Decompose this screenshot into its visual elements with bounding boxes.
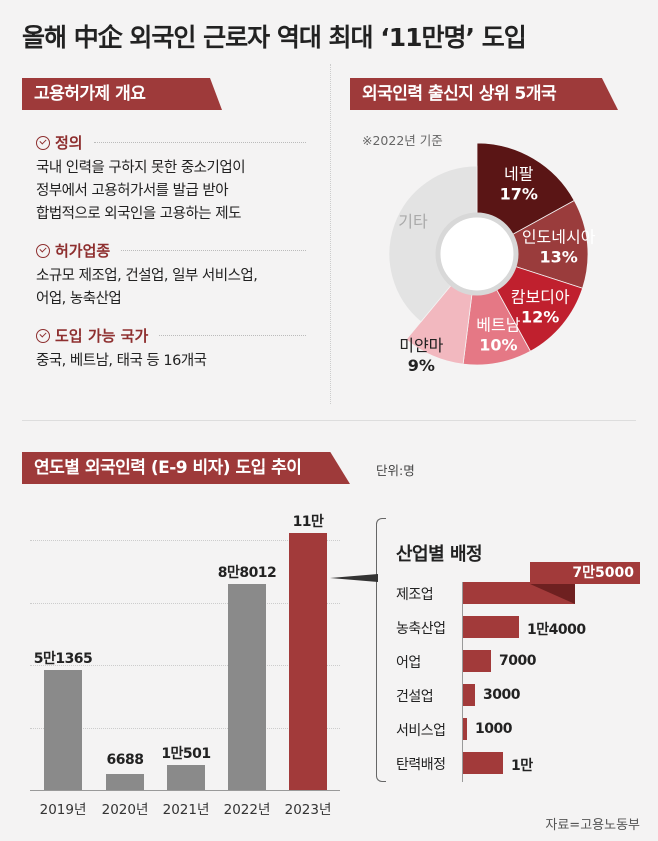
year-label: 2020년 bbox=[101, 802, 149, 818]
pie-header: 외국인력 출신지 상위 5개국 bbox=[350, 78, 618, 110]
overview-sections: 정의 국내 인력을 구하지 못한 중소기업이 정부에서 고용허가서를 발급 받아… bbox=[36, 132, 306, 373]
industry-value-callout: 7만5000 bbox=[530, 562, 640, 584]
year-bar bbox=[106, 774, 144, 790]
year-bar bbox=[44, 669, 82, 790]
year-bar bbox=[228, 584, 266, 790]
industry-value: 3000 bbox=[483, 687, 520, 703]
industry-value: 1만 bbox=[511, 758, 533, 774]
gridline bbox=[30, 603, 340, 604]
source: 자료=고용노동부 bbox=[545, 818, 640, 833]
section-text: 어업, 농축산업 bbox=[36, 291, 122, 307]
overview-header: 고용허가제 개요 bbox=[22, 78, 222, 110]
pie-value: 12% bbox=[521, 307, 559, 326]
year-label: 2019년 bbox=[39, 802, 87, 818]
industry-bar bbox=[463, 684, 475, 706]
year-label: 2023년 bbox=[284, 802, 332, 818]
check-icon bbox=[36, 328, 50, 343]
year-label: 2022년 bbox=[223, 802, 271, 818]
industry-title: 산업별 배정 bbox=[396, 544, 483, 565]
industry-bar bbox=[463, 650, 491, 672]
industry-label: 탄력배정 bbox=[396, 757, 446, 773]
industry-label: 서비스업 bbox=[396, 723, 446, 739]
bar-value-label: 1만501 bbox=[161, 746, 211, 763]
industry-label: 건설업 bbox=[396, 689, 434, 705]
pie-value: 17% bbox=[500, 184, 538, 203]
bracket bbox=[376, 518, 386, 782]
page-title: 올해 中企 외국인 근로자 역대 최대 ‘11만명’ 도입 bbox=[22, 23, 527, 52]
bar-value-label: 5만1365 bbox=[33, 650, 93, 667]
unit-label: 단위:명 bbox=[376, 463, 415, 478]
section-label: 도입 가능 국가 bbox=[55, 327, 149, 345]
pointer-arrow bbox=[330, 574, 378, 582]
divider bbox=[330, 64, 331, 404]
gridline bbox=[30, 665, 340, 666]
pie-value: 9% bbox=[408, 356, 435, 375]
year-bar bbox=[289, 533, 327, 790]
section-definition: 정의 국내 인력을 구하지 못한 중소기업이 정부에서 고용허가서를 발급 받아… bbox=[36, 132, 306, 226]
pie-value: 10% bbox=[479, 336, 517, 355]
gridline bbox=[30, 540, 340, 541]
bar-header: 연도별 외국인력 (E-9 비자) 도입 추이 bbox=[22, 452, 350, 484]
industry-value: 1000 bbox=[475, 721, 512, 737]
bar-value-label: 6688 bbox=[106, 752, 144, 769]
industry-value: 7000 bbox=[499, 653, 536, 669]
pie-label: 베트남 bbox=[476, 316, 520, 335]
industry-bar bbox=[463, 752, 503, 774]
pie-label: 네팔 bbox=[504, 164, 534, 183]
gridline bbox=[30, 728, 340, 729]
industry-label: 어업 bbox=[396, 655, 421, 671]
year-bar bbox=[167, 765, 205, 790]
industry-bar bbox=[463, 616, 519, 638]
section-label: 정의 bbox=[55, 134, 83, 152]
donut-hole bbox=[435, 212, 519, 296]
x-axis bbox=[30, 790, 340, 791]
pie-label: 미얀마 bbox=[399, 336, 443, 355]
bar-value-label: 11만 bbox=[292, 514, 324, 530]
industry-label: 농축산업 bbox=[396, 621, 446, 637]
industry-label: 제조업 bbox=[396, 587, 434, 603]
section-text: 중국, 베트남, 태국 등 16개국 bbox=[36, 353, 207, 369]
axis-line bbox=[462, 582, 463, 782]
bar-value-label: 8만8012 bbox=[217, 565, 277, 582]
section-label: 허가업종 bbox=[55, 242, 111, 260]
industry-bar bbox=[463, 718, 467, 740]
pie-label: 캄보디아 bbox=[511, 287, 570, 306]
check-icon bbox=[36, 135, 50, 150]
section-industries: 허가업종 소규모 제조업, 건설업, 일부 서비스업, 어업, 농축산업 bbox=[36, 240, 306, 311]
section-text: 국내 인력을 구하지 못한 중소기업이 bbox=[36, 160, 246, 176]
section-text: 정부에서 고용허가서를 발급 받아 bbox=[36, 183, 229, 199]
section-text: 소규모 제조업, 건설업, 일부 서비스업, bbox=[36, 268, 258, 284]
section-countries: 도입 가능 국가 중국, 베트남, 태국 등 16개국 bbox=[36, 325, 306, 373]
divider bbox=[22, 420, 636, 421]
year-label: 2021년 bbox=[162, 802, 210, 818]
pie-label: 인도네시아 bbox=[522, 227, 596, 246]
section-text: 합법적으로 외국인을 고용하는 제도 bbox=[36, 206, 241, 222]
pie-label: 기타 bbox=[398, 212, 428, 231]
check-icon bbox=[36, 243, 50, 258]
pie-value: 13% bbox=[539, 247, 577, 266]
pie-note: ※2022년 기준 bbox=[362, 133, 443, 148]
industry-value: 1만4000 bbox=[527, 622, 586, 638]
